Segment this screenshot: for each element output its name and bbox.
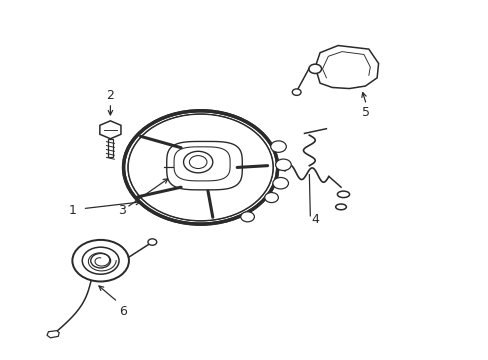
Circle shape — [148, 239, 157, 245]
Polygon shape — [47, 330, 59, 338]
Circle shape — [91, 253, 110, 268]
FancyBboxPatch shape — [108, 139, 113, 157]
Circle shape — [123, 111, 277, 224]
Text: 1: 1 — [69, 204, 77, 217]
Text: 3: 3 — [118, 204, 125, 217]
Circle shape — [82, 247, 119, 274]
Circle shape — [292, 89, 301, 95]
Text: 5: 5 — [362, 106, 369, 119]
Circle shape — [275, 159, 291, 171]
Text: 6: 6 — [119, 306, 126, 319]
Ellipse shape — [335, 204, 346, 210]
Text: 4: 4 — [311, 213, 319, 226]
Circle shape — [272, 177, 288, 189]
Circle shape — [308, 64, 321, 73]
Polygon shape — [174, 147, 230, 181]
Ellipse shape — [337, 191, 349, 198]
Circle shape — [240, 212, 254, 222]
Polygon shape — [100, 121, 121, 139]
Circle shape — [270, 141, 286, 152]
Circle shape — [264, 193, 278, 203]
Circle shape — [72, 240, 129, 282]
Text: 2: 2 — [106, 89, 114, 102]
Circle shape — [183, 151, 212, 173]
Polygon shape — [166, 141, 242, 190]
Polygon shape — [315, 45, 378, 89]
